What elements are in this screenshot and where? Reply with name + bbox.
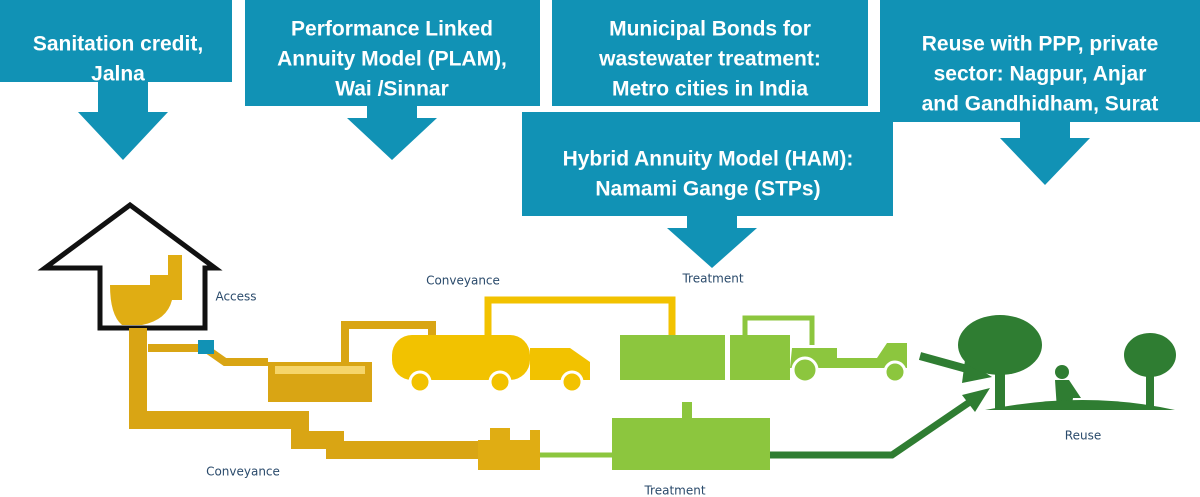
pipe [682,402,692,418]
pipe [488,300,672,338]
wheel [793,358,817,382]
callout-text: Hybrid Annuity Model (HAM): [563,148,854,171]
diagram: Sanitation credit, Jalna Performance Lin… [0,0,1200,497]
treatment-box [612,418,770,470]
illustration [45,205,1176,470]
toilet [110,255,182,325]
wheel [885,362,905,382]
valve [198,340,214,354]
callout-text: Sanitation credit, [33,33,203,56]
callout-arrow [347,106,437,160]
trunk [1146,368,1154,408]
wheel [490,372,510,392]
stage-label: Treatment [681,272,743,286]
callout-arrow [1000,122,1090,185]
wheel [562,372,582,392]
stage-label: Access [215,290,256,304]
arrow [770,395,980,455]
stage-label: Reuse [1065,429,1101,443]
stage-label: Conveyance [426,274,500,288]
callout-text: Jalna [91,63,145,86]
callout-text: Namami Gange (STPs) [595,178,820,201]
trunk [995,360,1005,410]
callout-text: Annuity Model (PLAM), [277,48,507,71]
treatment-box [730,335,790,380]
callout-arrow [78,82,168,160]
treatment-box [620,335,725,380]
wheel [410,372,430,392]
callout-text: Performance Linked [291,18,493,41]
digester [478,428,540,470]
callout-text: Municipal Bonds for [609,18,811,41]
page: Sanitation credit, Jalna Performance Lin… [0,0,1200,497]
callout-text: and Gandhidham, Surat [922,93,1159,116]
callout-text: wastewater treatment: [598,48,821,71]
callout-text: Metro cities in India [612,78,808,101]
person [1055,365,1069,379]
callout-text: Reuse with PPP, private [922,33,1159,56]
callout-arrow [667,216,757,268]
tank-top [275,366,365,374]
stage-label: Treatment [643,484,705,497]
callout-text: sector: Nagpur, Anjar [934,63,1147,86]
stage-label: Conveyance [206,465,280,479]
callout-text: Wai /Sinnar [335,78,449,101]
